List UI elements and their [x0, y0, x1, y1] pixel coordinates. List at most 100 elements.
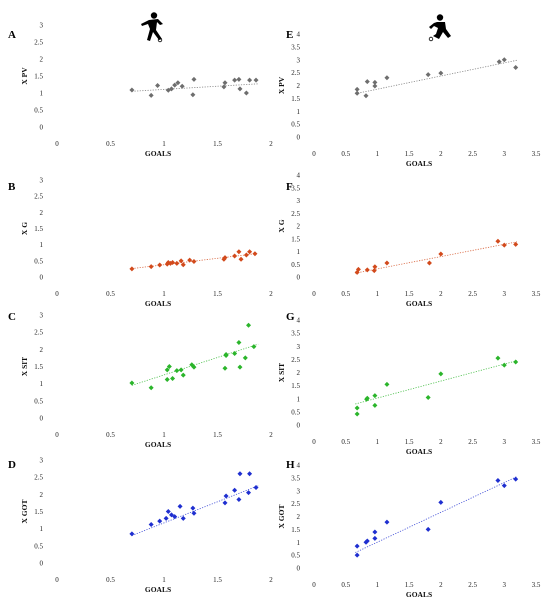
data-point [238, 256, 244, 262]
y-axis-label: X G [20, 222, 29, 235]
data-point [354, 86, 360, 92]
y-tick-label: 0.5 [291, 261, 300, 269]
y-tick-label: 0 [297, 422, 301, 430]
y-tick-label: 0.5 [34, 542, 43, 550]
y-tick-label: 1 [297, 248, 301, 256]
data-point [222, 80, 228, 86]
data-point [223, 351, 229, 357]
data-point [513, 241, 519, 247]
x-tick-label: 0 [55, 431, 59, 439]
data-point [236, 249, 242, 255]
y-tick-label: 0.5 [34, 397, 43, 405]
y-axis-label: X PV [20, 67, 29, 85]
y-tick-label: 0 [40, 274, 44, 282]
y-tick-label: 1 [40, 525, 44, 533]
data-point [180, 372, 186, 378]
y-tick-label: 2.5 [34, 329, 43, 337]
x-tick-label: 1 [376, 581, 380, 589]
data-point [251, 344, 257, 350]
data-point [372, 79, 378, 85]
data-point [246, 490, 252, 496]
y-tick-label: 1 [40, 380, 44, 388]
y-tick-label: 1.5 [291, 382, 300, 390]
y-tick-label: 1.5 [34, 225, 43, 233]
x-axis-label: GOALS [406, 447, 432, 456]
x-axis-label: GOALS [145, 585, 171, 594]
x-tick-label: 3.5 [532, 581, 541, 589]
data-point [243, 90, 249, 96]
panel-letter: G [286, 311, 295, 323]
x-tick-label: 3 [503, 438, 507, 446]
data-point [384, 75, 390, 81]
data-point [372, 83, 378, 89]
data-point [190, 92, 196, 98]
x-tick-label: 2 [439, 581, 443, 589]
data-point [190, 505, 196, 511]
y-tick-label: 2 [297, 369, 301, 377]
y-tick-label: 3 [297, 197, 301, 205]
y-tick-label: 0 [297, 274, 301, 282]
y-tick-label: 0 [297, 134, 301, 142]
panel-letter: E [286, 29, 293, 41]
x-tick-label: 3.5 [532, 290, 541, 298]
trend-line [355, 476, 518, 553]
data-point [513, 359, 519, 365]
y-tick-label: 3 [40, 312, 44, 320]
data-point [232, 253, 238, 259]
x-tick-label: 1.5 [405, 290, 414, 298]
y-tick-label: 4 [297, 317, 301, 325]
y-tick-label: 2.5 [291, 69, 300, 77]
data-point [236, 496, 242, 502]
y-axis-label: X G [277, 219, 286, 232]
x-tick-label: 2 [269, 140, 273, 148]
trend-line [355, 59, 518, 95]
panel-letter: C [8, 311, 16, 323]
data-point [191, 510, 197, 516]
trend-line [131, 485, 259, 536]
data-point [501, 362, 507, 368]
y-tick-label: 0.5 [291, 552, 300, 560]
data-point [164, 377, 170, 383]
data-point [155, 83, 161, 89]
y-tick-label: 3 [40, 457, 44, 465]
data-point [372, 535, 378, 541]
data-point [438, 499, 444, 505]
y-tick-label: 2 [40, 491, 44, 499]
data-point [237, 364, 243, 370]
data-point [501, 57, 507, 63]
data-point [246, 322, 252, 328]
data-point [252, 251, 258, 257]
y-tick-label: 0.5 [291, 408, 300, 416]
data-point [177, 503, 183, 509]
panel-b: B 0 0.5 1 1.5 2 2.5 3 0 0.5 1 1.5 2 GOALS X G [8, 177, 273, 309]
y-tick-label: 3 [297, 56, 301, 64]
y-tick-label: 0 [40, 124, 44, 132]
x-tick-label: 1 [162, 576, 166, 584]
panel-h: H 0 0.5 1 1.5 2 2.5 3 3.5 4 0 0.5 1 1.5 2 2.5 3 3.5 GOALS X… [277, 459, 541, 599]
y-axis-label: X SIT [20, 357, 29, 376]
x-tick-label: 1.5 [405, 438, 414, 446]
x-tick-label: 0.5 [106, 290, 115, 298]
y-tick-label: 3.5 [291, 184, 300, 192]
data-point [148, 92, 154, 98]
data-point [175, 80, 181, 86]
data-point [354, 405, 360, 411]
x-tick-label: 3 [503, 150, 507, 158]
data-point [501, 483, 507, 489]
y-tick-label: 0.5 [34, 257, 43, 265]
data-point [163, 515, 169, 521]
y-tick-label: 2.5 [291, 210, 300, 218]
x-axis-label: GOALS [145, 299, 171, 308]
y-tick-label: 1.5 [291, 95, 300, 103]
data-point [222, 365, 228, 371]
data-point [253, 77, 259, 83]
x-tick-label: 0 [55, 140, 59, 148]
x-tick-label: 0 [55, 290, 59, 298]
data-point [438, 251, 444, 257]
data-point [237, 86, 243, 92]
data-point [148, 385, 154, 391]
x-tick-label: 2.5 [468, 150, 477, 158]
x-tick-label: 1 [376, 290, 380, 298]
x-tick-label: 0 [312, 438, 316, 446]
